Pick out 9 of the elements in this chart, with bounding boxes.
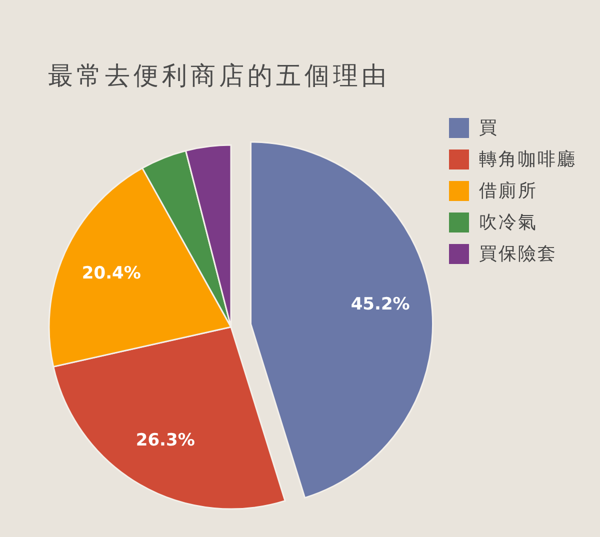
chart-title: 最常去便利商店的五個理由 — [48, 61, 390, 90]
legend-label: 買保險套 — [479, 244, 557, 264]
data-label: 45.2% — [350, 294, 410, 314]
legend-label: 借廁所 — [479, 180, 538, 202]
legend-label: 轉角咖啡廳 — [479, 149, 576, 170]
legend-label: 買 — [479, 118, 498, 138]
data-label: 26.3% — [136, 430, 195, 450]
data-label: 20.4% — [82, 263, 141, 284]
legend-label: 吹冷氣 — [479, 212, 538, 233]
